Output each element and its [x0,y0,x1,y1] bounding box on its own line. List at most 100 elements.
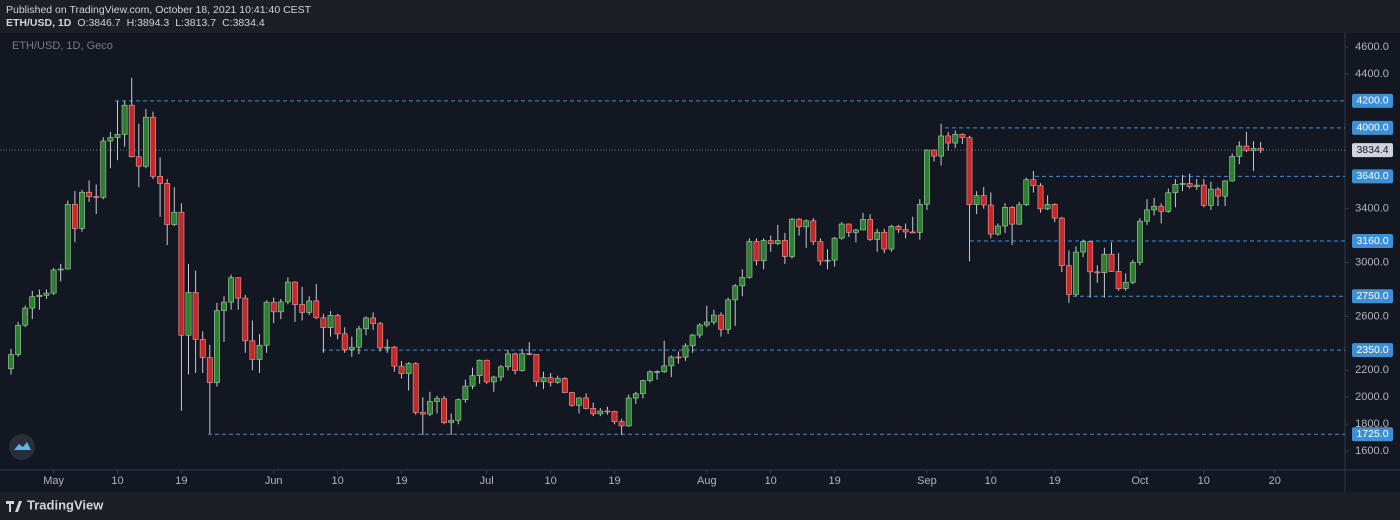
candle-body [625,397,632,427]
candle-body [810,220,817,242]
candle-body [512,353,518,371]
header-bar [0,0,1400,33]
candle-body [817,241,824,262]
candle-body [64,204,71,270]
candle-body [568,392,575,406]
candle-body [923,149,930,205]
candle-body [1129,262,1136,283]
ohlc-label: L: [175,17,184,29]
candle-body [618,421,625,427]
candle-body [796,218,802,228]
x-tick-label: 10 [1198,475,1210,487]
candle-body [718,314,724,330]
footer-logo [6,501,22,512]
candle-body [888,226,895,250]
candle-body [334,315,341,335]
level-label: 3640.0 [1356,170,1388,182]
candle-body [164,183,171,225]
candle-body [214,310,220,383]
candle-body [1144,209,1150,222]
candle-body [675,356,682,359]
candle-body [505,353,511,368]
candle-body [405,363,412,374]
candle-body [100,140,107,198]
last-price-label: 3834.4 [1356,144,1388,156]
candle-body [959,134,966,138]
candle-body [434,398,440,402]
candle-body [497,366,504,378]
candle-body [1222,180,1228,197]
level-label: 2750.0 [1356,290,1388,302]
x-tick-label: Jun [265,475,283,487]
candle-body [483,359,490,383]
candle-body [831,237,838,261]
candle-body [93,196,100,198]
candle-body [341,333,348,351]
candle-body [143,116,149,167]
candle-body [909,231,916,234]
candle-body [1229,156,1236,182]
candle-body [462,385,469,400]
candle-body [597,410,604,415]
candle-body [689,334,696,347]
candle-body [1165,192,1172,212]
candle-body [235,277,242,299]
candle-body [1016,204,1023,225]
level-label: 4200.0 [1356,95,1388,107]
candle-body [1243,145,1250,152]
candle-body [881,231,888,250]
candle-body [931,149,937,157]
candle-body [455,399,462,421]
candle-body [1058,217,1065,266]
candle-body [249,340,256,360]
candle-body [128,104,135,158]
candle-body [1108,253,1115,272]
candle-body [1037,185,1044,210]
candle-body [1066,265,1072,295]
level-label: 4000.0 [1356,122,1388,134]
candle-body [157,176,163,184]
candle-body [221,301,227,311]
level-label: 1725.0 [1356,428,1388,440]
candle-body [15,324,21,355]
logo-badge [9,434,35,460]
candle-body [1073,251,1079,295]
ohlc-value: 3834.4 [233,17,265,29]
candle-body [1172,184,1179,194]
ohlc-label: O: [77,17,88,29]
y-tick-label: 4600.0 [1355,41,1389,53]
candle-body [966,137,973,205]
candle-body [739,277,746,287]
ohlc-value: 3813.7 [184,17,216,29]
candle-body [526,353,533,355]
candle-body [710,314,717,323]
candle-body [867,219,873,240]
y-tick-label: 2600.0 [1355,310,1389,322]
candle-body [732,285,739,301]
candle-body [469,375,476,387]
candle-body [938,135,944,157]
candle-body [72,204,78,229]
candle-body [1030,179,1037,186]
candle-body [561,378,568,393]
candle-body [50,269,57,294]
candle-body [192,292,199,340]
y-tick-label: 3000.0 [1355,256,1389,268]
x-tick-label: 19 [608,475,620,487]
candle-body [114,134,121,138]
level-label-box [1352,343,1393,358]
candle-body [1009,207,1015,225]
candle-body [725,299,731,330]
candle-body [270,301,277,313]
candle-body [874,231,881,240]
candle-body [519,353,526,371]
candle-body [994,225,1001,235]
candle-body [320,317,327,328]
candle-body [902,229,909,233]
candle-body [256,344,263,360]
candle-body [1087,241,1094,273]
candle-body [647,371,653,381]
candle-body [370,317,376,324]
candle-body [760,240,767,262]
ohlc-value: 3846.7 [88,17,120,29]
